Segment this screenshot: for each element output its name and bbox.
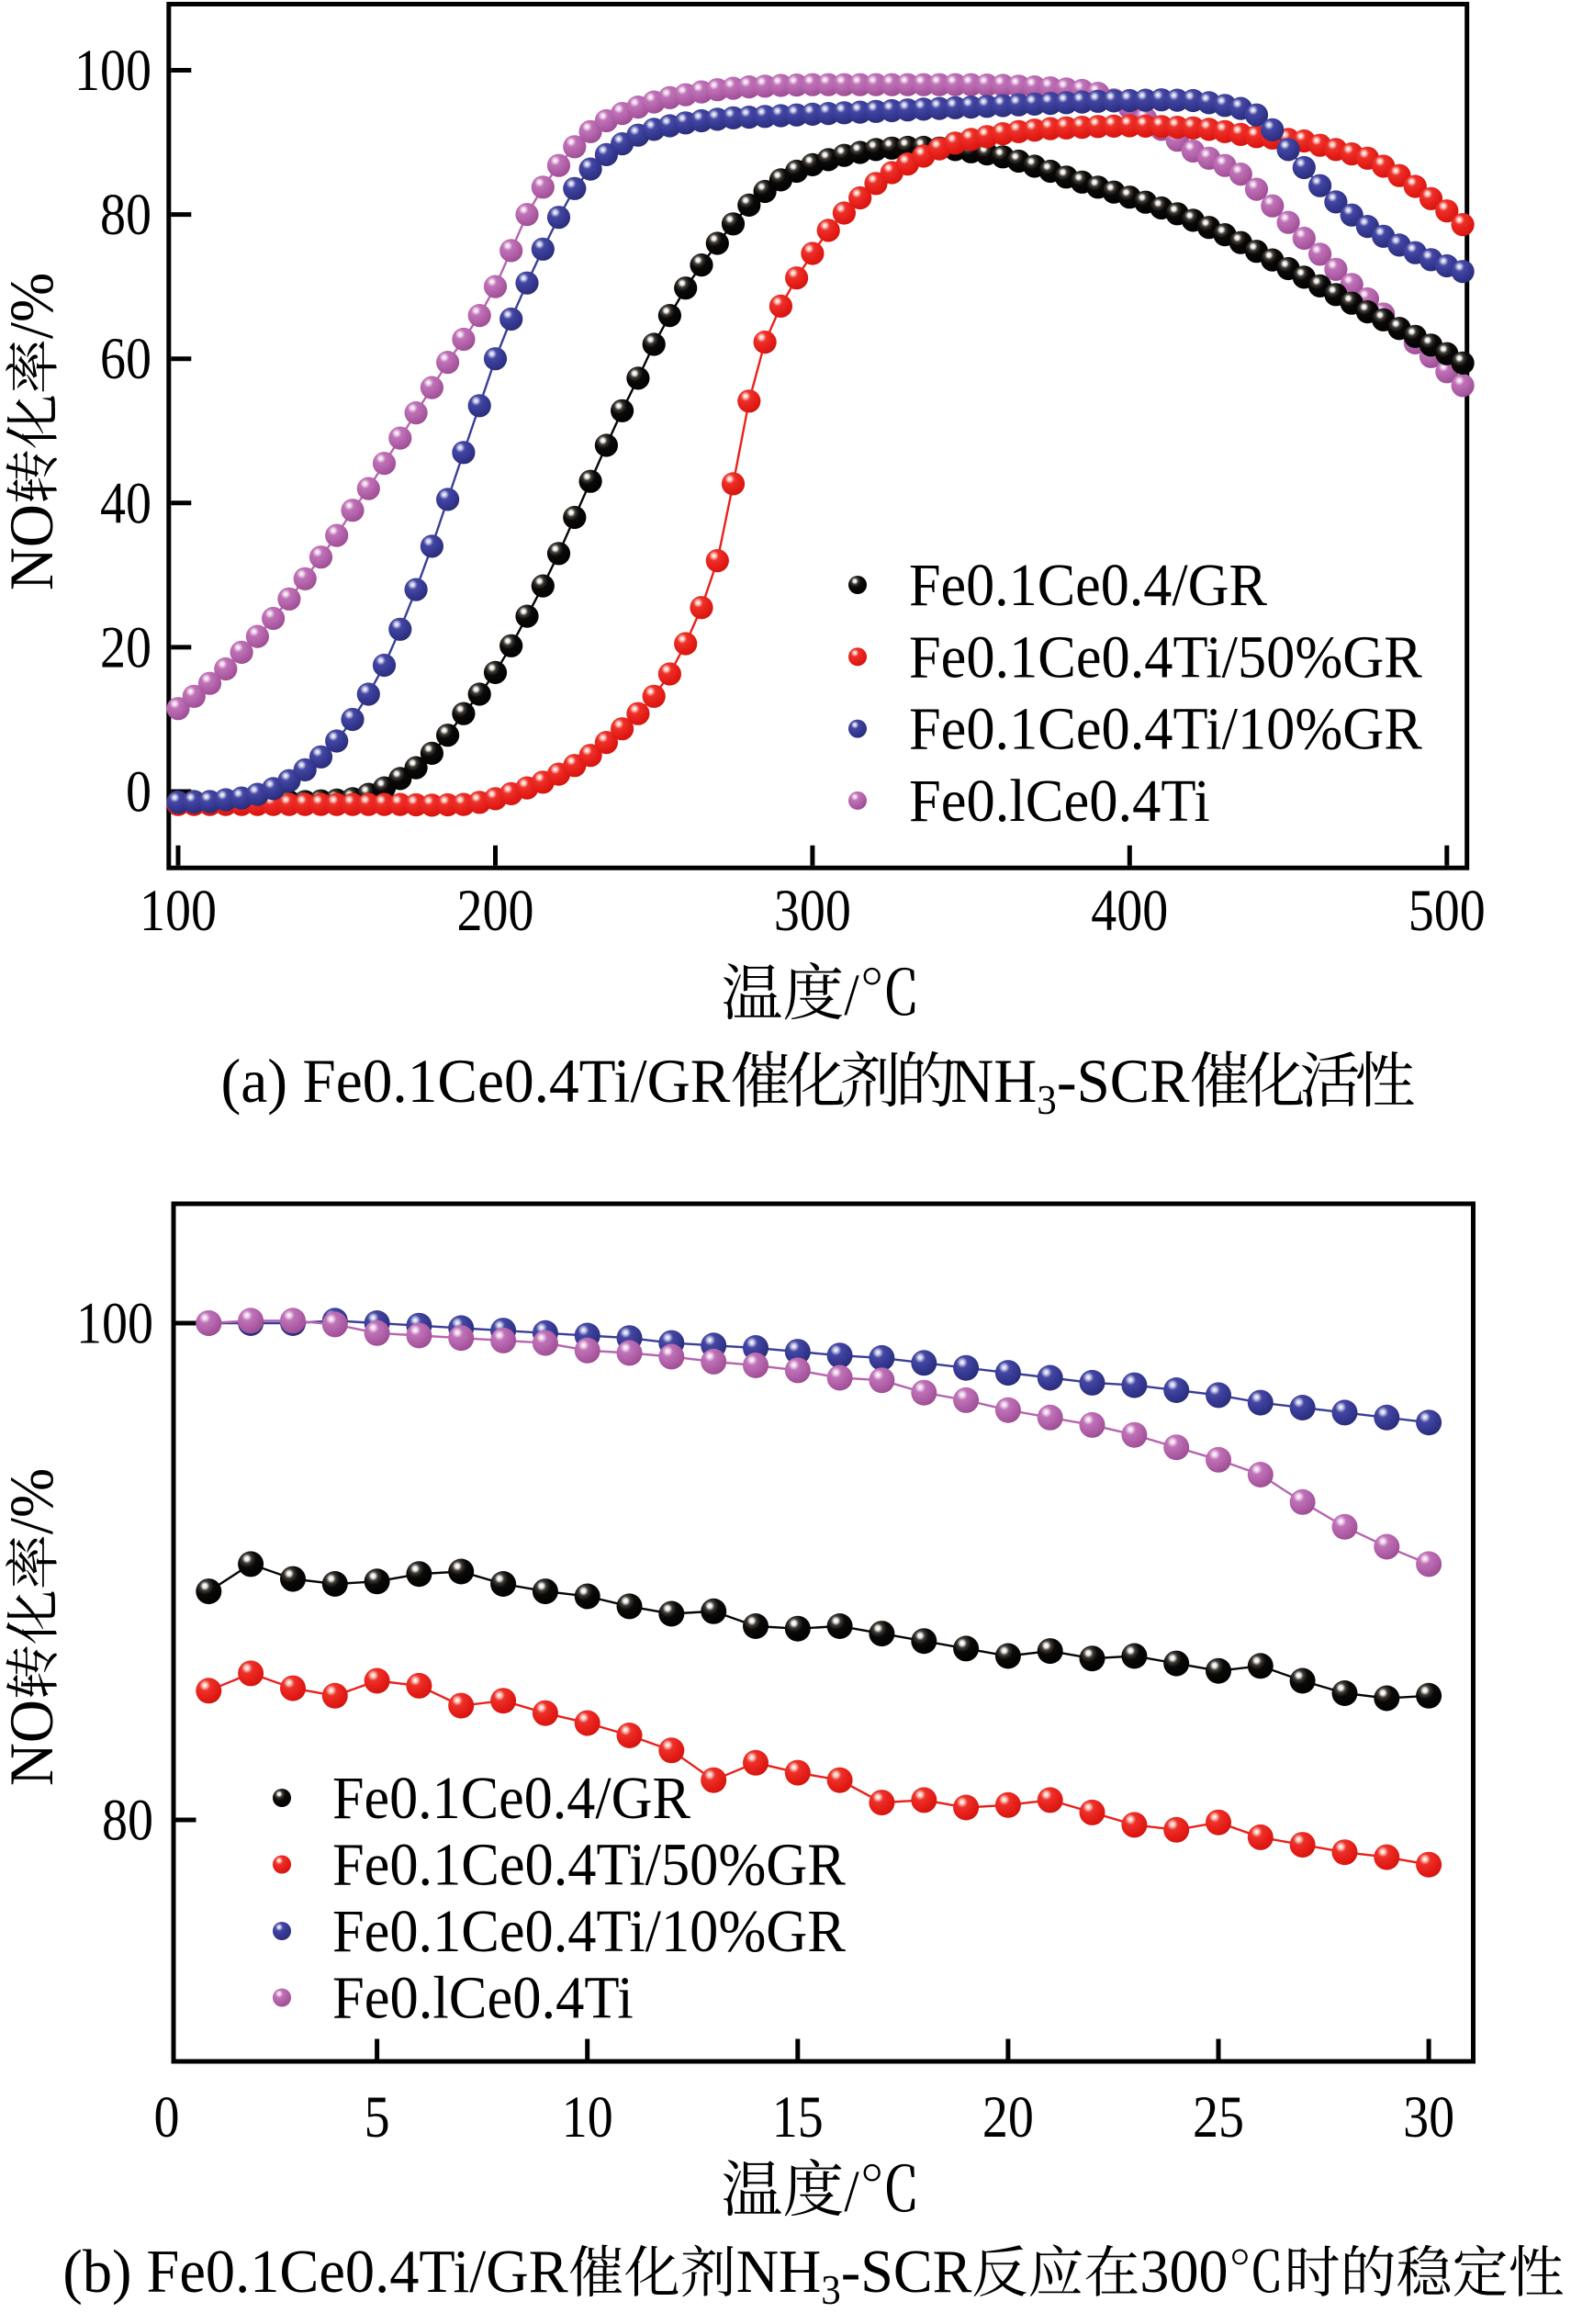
svg-text:NO: NO (0, 504, 66, 590)
svg-text:10: 10 (562, 2084, 613, 2150)
svg-text:3: 3 (821, 2267, 841, 2313)
svg-text:30: 30 (1403, 2084, 1454, 2150)
svg-text:-SCR: -SCR (841, 2238, 972, 2306)
svg-text:5: 5 (365, 2084, 390, 2150)
svg-text:80: 80 (102, 1788, 153, 1854)
svg-text:NO: NO (0, 1700, 66, 1786)
svg-text:0: 0 (126, 759, 151, 825)
svg-text:100: 100 (140, 878, 217, 944)
svg-text:200: 200 (457, 878, 534, 944)
svg-text:100: 100 (76, 1291, 153, 1357)
svg-text:80: 80 (100, 182, 151, 248)
svg-text:300: 300 (774, 878, 851, 944)
svg-text:400: 400 (1091, 878, 1168, 944)
svg-text:/%: /% (0, 1468, 66, 1534)
svg-text:Fe0.lCe0.4Ti: Fe0.lCe0.4Ti (909, 768, 1210, 835)
svg-text:NH: NH (950, 1046, 1037, 1116)
svg-text:60: 60 (100, 326, 151, 392)
svg-text:20: 20 (100, 614, 151, 680)
svg-text:NH: NH (736, 2238, 822, 2306)
svg-text:(b) Fe0.1Ce0.4Ti/GR: (b) Fe0.1Ce0.4Ti/GR (62, 2238, 568, 2306)
svg-text:3: 3 (1037, 1077, 1057, 1123)
svg-text:0: 0 (154, 2084, 180, 2150)
svg-text:/: / (844, 2159, 859, 2225)
svg-text:/%: /% (0, 273, 66, 339)
svg-text:25: 25 (1193, 2084, 1244, 2150)
svg-text:Fe0.1Ce0.4/GR: Fe0.1Ce0.4/GR (332, 1765, 690, 1832)
svg-text:Fe0.1Ce0.4Ti/50%GR: Fe0.1Ce0.4Ti/50%GR (332, 1832, 846, 1899)
svg-text:Fe0.lCe0.4Ti: Fe0.lCe0.4Ti (332, 1965, 634, 2032)
svg-text:20: 20 (982, 2084, 1034, 2150)
svg-text:100: 100 (74, 38, 151, 104)
svg-text:(a) Fe0.1Ce0.4Ti/GR: (a) Fe0.1Ce0.4Ti/GR (221, 1046, 732, 1116)
svg-text:Fe0.1Ce0.4Ti/10%GR: Fe0.1Ce0.4Ti/10%GR (332, 1898, 846, 1965)
svg-text:40: 40 (100, 470, 151, 536)
svg-text:/: / (844, 962, 859, 1028)
svg-text:-SCR: -SCR (1057, 1046, 1190, 1116)
svg-text:Fe0.1Ce0.4Ti/50%GR: Fe0.1Ce0.4Ti/50%GR (909, 623, 1422, 690)
svg-text:500: 500 (1408, 878, 1486, 944)
svg-text:300: 300 (1139, 2238, 1228, 2306)
svg-text:Fe0.1Ce0.4Ti/10%GR: Fe0.1Ce0.4Ti/10%GR (909, 696, 1422, 763)
svg-text:15: 15 (772, 2084, 824, 2150)
svg-text:Fe0.1Ce0.4/GR: Fe0.1Ce0.4/GR (909, 552, 1267, 619)
